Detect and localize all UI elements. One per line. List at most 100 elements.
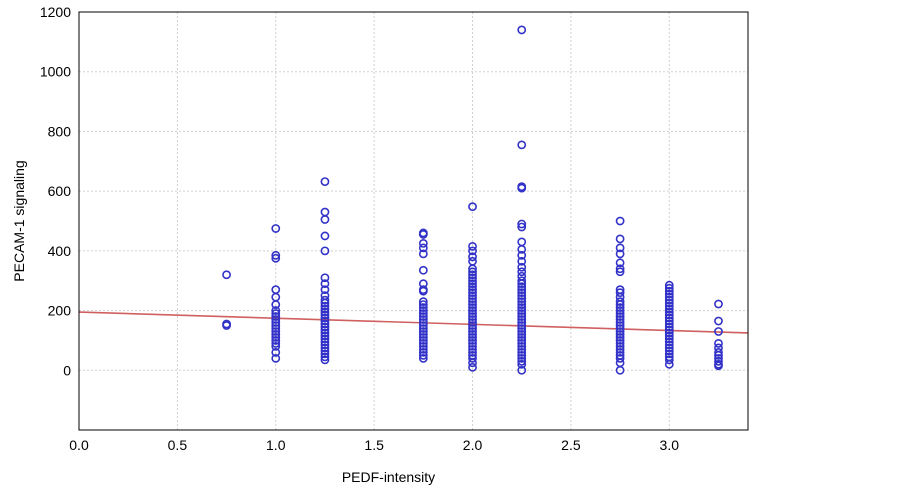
data-point [664,343,674,353]
data-point [664,295,674,305]
data-point [517,297,527,307]
data-point [615,312,625,321]
data-point [320,304,330,314]
data-point [664,337,674,347]
data-point [468,327,477,336]
data-point [615,309,625,318]
data-point [615,288,625,298]
data-point [615,315,625,324]
data-point [517,279,527,289]
data-point [468,330,477,339]
data-point [664,346,674,356]
data-point [664,301,674,311]
data-point [271,353,281,363]
data-point [320,279,330,289]
data-point [320,331,330,341]
data-point [664,316,674,326]
data-point [664,310,674,320]
data-point [517,183,527,193]
data-point [517,324,527,333]
data-point [468,306,477,315]
data-point [468,341,477,351]
data-point [615,300,625,309]
data-point [320,340,330,350]
data-point [271,341,281,351]
data-point [320,328,330,338]
data-point [271,333,281,342]
data-point [517,341,527,351]
data-point [468,312,477,321]
data-point [664,280,674,290]
data-point [468,246,477,256]
data-point [517,309,527,318]
data-point [271,312,281,321]
data-point [615,216,625,226]
data-point [664,349,674,359]
data-point [468,336,477,345]
data-point [615,234,625,244]
data-point [615,321,625,330]
data-point [468,202,477,212]
data-point [615,339,625,348]
data-point [615,341,625,351]
data-point [418,344,428,354]
data-point [615,249,625,259]
data-point [271,327,281,336]
data-point [320,307,330,317]
data-point [271,309,281,318]
data-point [664,307,674,317]
data-point [517,282,527,292]
data-point [517,303,527,312]
data-point [517,321,527,330]
data-point [222,270,231,280]
y-axis-label: PECAM-1 signaling [11,160,27,281]
data-point [418,309,428,318]
data-point [418,336,428,345]
data-point [615,358,625,368]
data-point [517,330,527,339]
data-point [517,350,527,360]
data-point [418,303,428,312]
data-point [271,224,281,233]
data-point [517,353,527,363]
x-axis-ticks: 0.0 0.5 1.0 1.5 2.0 2.5 3.0 [69,437,679,453]
data-point [468,270,477,280]
data-point [468,315,477,324]
data-point [517,285,527,295]
plot-frame [78,11,749,431]
data-point [320,231,330,241]
data-point [517,294,527,304]
data-point [271,318,281,327]
data-point [615,318,625,327]
data-point [468,297,477,307]
x-tick-label: 2.5 [561,437,581,453]
fit-line-group [78,311,749,334]
data-point [418,353,428,363]
data-point [271,300,281,309]
x-tick-label: 2.0 [463,437,483,453]
data-point [517,25,527,35]
data-point [664,355,674,365]
data-point [468,273,477,283]
data-point [517,365,527,375]
data-points [222,25,723,375]
data-point [615,347,625,357]
data-point [418,333,428,342]
data-point [320,322,330,332]
data-point [664,292,674,302]
data-point [664,283,674,293]
data-point [418,327,428,336]
data-point [320,352,330,362]
data-point [664,334,674,344]
data-point [271,336,281,345]
y-tick-label: 200 [48,303,72,319]
data-point [517,288,527,298]
y-tick-label: 400 [48,243,72,259]
data-point [468,285,477,295]
data-point [517,244,527,254]
data-point [320,207,330,217]
data-point [517,276,527,286]
data-point [418,297,428,307]
data-point [517,315,527,324]
data-point [615,327,625,336]
